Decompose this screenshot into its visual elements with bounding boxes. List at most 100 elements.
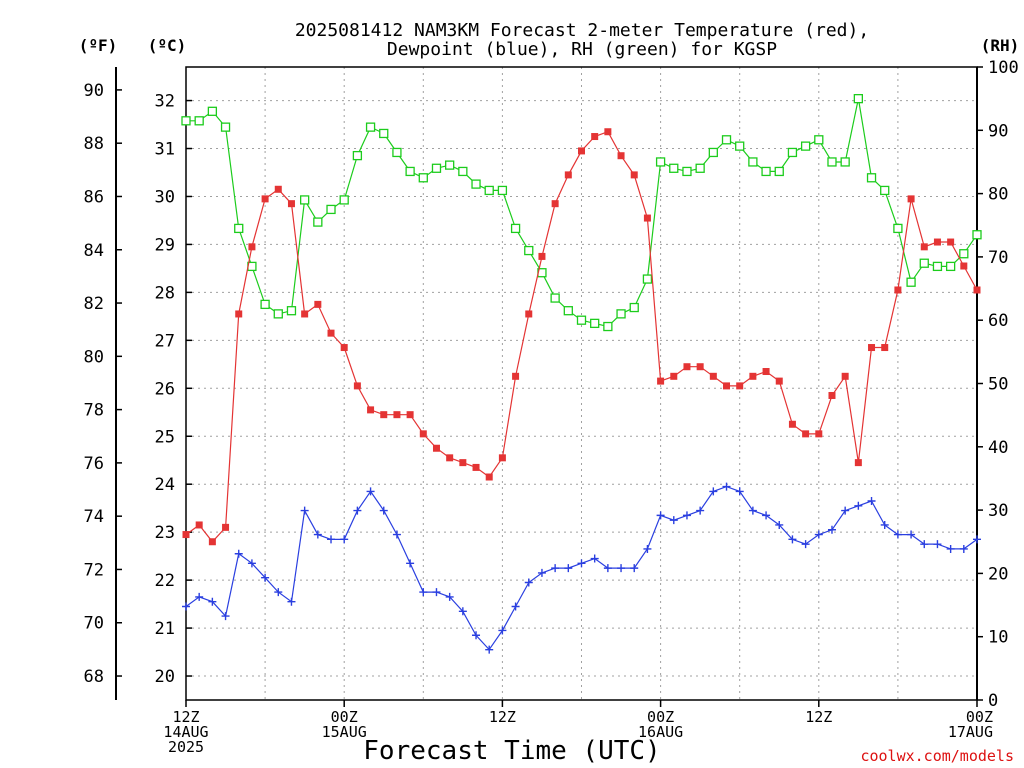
dewpoint-point	[814, 530, 823, 539]
temperature-point	[973, 286, 981, 294]
celsius-tick-label: 28	[155, 283, 175, 303]
source-credit: coolwx.com/models	[860, 747, 1014, 765]
temperature-point	[301, 310, 309, 318]
temperature-point	[472, 463, 480, 471]
temperature-point	[788, 420, 796, 428]
dewpoint-point	[669, 516, 678, 525]
temperature-point	[960, 262, 968, 270]
dewpoint-point	[419, 588, 428, 597]
temperature-point	[274, 185, 282, 193]
temperature-point	[762, 368, 770, 376]
dewpoint-point	[551, 564, 560, 573]
fahrenheit-tick-label: 76	[84, 454, 104, 474]
dewpoint-point	[458, 607, 467, 616]
dewpoint-point	[524, 578, 533, 587]
dewpoint-point	[643, 544, 652, 553]
dewpoint-point	[735, 487, 744, 496]
temperature-point	[854, 459, 862, 467]
dewpoint-point	[498, 626, 507, 635]
temperature-point	[538, 252, 546, 260]
rh-point	[945, 261, 956, 272]
temperature-point	[340, 344, 348, 352]
time-tick-label: 14AUG	[163, 723, 208, 741]
rh-point	[379, 128, 389, 139]
rh-point	[748, 157, 758, 167]
dewpoint-point	[709, 487, 718, 496]
temperature-point	[591, 133, 599, 141]
x-axis-title: Forecast Time (UTC)	[363, 736, 660, 766]
rh-point	[392, 147, 402, 158]
dewpoint-point	[973, 535, 981, 544]
dewpoint-point	[696, 506, 705, 515]
temperature-point	[564, 171, 572, 179]
rh-point	[339, 195, 349, 205]
fahrenheit-tick-label: 90	[84, 81, 104, 101]
rh-tick-label: 60	[988, 311, 1008, 331]
temperature-point	[802, 430, 810, 438]
temperature-point	[709, 372, 717, 380]
dewpoint-point	[577, 559, 586, 568]
temperature-point	[881, 344, 889, 352]
celsius-tick-label: 23	[155, 523, 175, 543]
rh-point	[695, 163, 705, 173]
rh-point	[207, 106, 218, 116]
rh-point	[800, 141, 811, 151]
dewpoint-point	[630, 564, 639, 573]
celsius-axis: 20 21 22 23 24 25 26 27 28 29 30 31 32	[155, 92, 192, 687]
temperature-point	[327, 329, 335, 337]
temperature-point	[419, 430, 427, 438]
dewpoint-point	[788, 535, 797, 544]
temperature-point	[723, 382, 731, 390]
rh-point	[510, 223, 521, 234]
temperature-point	[367, 406, 375, 414]
temperature-point	[222, 523, 230, 531]
rh-point	[682, 166, 692, 177]
temperature-point	[749, 372, 757, 380]
rh-point	[972, 230, 982, 240]
rh-point	[669, 163, 679, 173]
rh-point	[919, 258, 929, 268]
temperature-point	[775, 377, 783, 385]
temperature-point	[894, 286, 902, 294]
dewpoint-point	[195, 592, 204, 601]
rh-point	[365, 122, 376, 132]
celsius-tick-label: 22	[155, 571, 175, 591]
rh-point	[497, 185, 508, 196]
rh-point	[629, 302, 639, 313]
celsius-tick-label: 30	[155, 187, 175, 207]
dewpoint-point	[406, 559, 415, 568]
dewpoint-point	[801, 540, 810, 549]
time-tick-label: 12Z	[805, 708, 832, 726]
dewpoint-point	[775, 520, 784, 529]
dewpoint-point	[603, 564, 612, 573]
rh-point	[550, 293, 560, 303]
temperature-point	[380, 411, 388, 419]
temperature-point	[841, 372, 849, 380]
rh-point	[181, 116, 191, 126]
fahrenheit-tick-label: 72	[84, 560, 104, 580]
rh-tick-label: 90	[988, 121, 1008, 141]
rh-series	[181, 94, 982, 332]
dewpoint-point	[841, 506, 850, 515]
rh-tick-label: 30	[988, 501, 1008, 521]
rh-point	[721, 135, 732, 145]
temperature-point	[446, 454, 454, 462]
dewpoint-point	[445, 592, 454, 601]
temperature-point	[643, 214, 651, 222]
temperature-point	[604, 128, 612, 136]
grid-lines	[186, 67, 977, 700]
dewpoint-point	[748, 506, 757, 515]
dewpoint-point	[933, 540, 942, 549]
fahrenheit-tick-label: 88	[84, 134, 104, 154]
dewpoint-point	[827, 525, 836, 534]
temperature-point	[657, 377, 665, 385]
temperature-point	[933, 238, 941, 246]
rh-point	[761, 166, 771, 177]
rh-point	[576, 315, 587, 325]
rh-point	[827, 157, 837, 167]
temperature-point	[459, 459, 467, 467]
fahrenheit-axis: 68 70 72 74 76 78 80 82 84 86 88 90	[84, 81, 122, 687]
dewpoint-point	[208, 597, 217, 606]
temperature-point	[696, 363, 704, 371]
rh-point	[814, 135, 824, 145]
